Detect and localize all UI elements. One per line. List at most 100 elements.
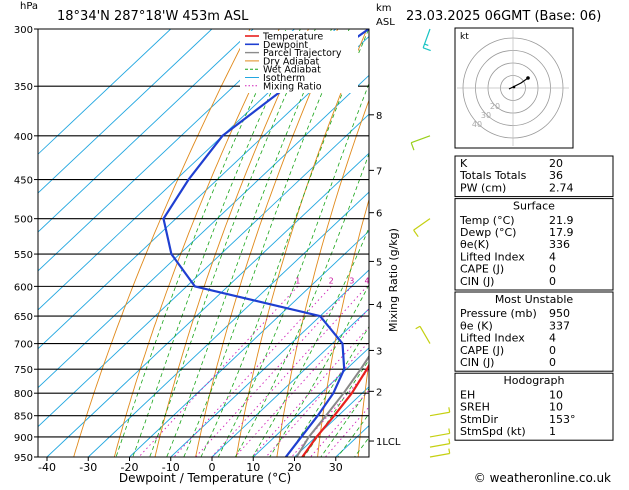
surface-block-row-label: Temp (°C): [459, 214, 515, 227]
surface-block-row-label: Lifted Index: [460, 250, 525, 263]
wind-barb-staff: [430, 444, 450, 447]
most-unstable-block-title: Most Unstable: [495, 293, 574, 306]
hodograph-block-row-label: StmSpd (kt): [460, 425, 526, 438]
hodograph-end-marker: [526, 76, 530, 80]
wind-barb-staff: [430, 412, 450, 415]
hodograph-block-row-value: 1: [549, 425, 556, 438]
wind-barb: [430, 439, 450, 447]
altitude-tick-label: 1LCL: [376, 437, 401, 448]
mixing-ratio-line: [178, 286, 351, 476]
mixing-ratio-label: 10: [413, 276, 423, 285]
surface-block-row-label: Dewp (°C): [460, 226, 516, 239]
copyright-credit: © weatheronline.co.uk: [474, 471, 611, 485]
mixing-ratio-label: 1: [295, 276, 300, 285]
surface-block-row-value: 0: [549, 275, 556, 288]
pressure-tick-label: 450: [14, 176, 33, 187]
mixing-ratio-axis-label: Mixing Ratio (g/kg): [387, 228, 400, 332]
indices-block-row-value: 2.74: [549, 181, 574, 194]
hodograph-block-row-label: EH: [460, 388, 475, 401]
pressure-tick-label: 800: [14, 389, 33, 400]
mixing-ratio-label: 15: [438, 276, 448, 285]
pressure-tick-label: 850: [14, 412, 33, 423]
wind-barb-staff: [430, 433, 450, 436]
pressure-tick-label: 300: [14, 25, 33, 36]
pressure-tick-label: 350: [14, 82, 33, 93]
wind-barb-flag: [449, 407, 450, 412]
wet-adiabat-line: [142, 29, 315, 476]
hodograph-kt-label: kt: [460, 32, 469, 42]
most-unstable-block-row-value: 0: [549, 344, 556, 357]
wet-adiabat-line: [109, 29, 286, 476]
x-axis-label: Dewpoint / Temperature (°C): [119, 471, 291, 485]
wind-barb-staff: [411, 136, 430, 143]
altitude-tick-label: 3: [376, 346, 382, 357]
wind-barbs: [411, 29, 449, 457]
altitude-tick-label: 4: [376, 300, 382, 311]
pressure-tick-label: 650: [14, 312, 33, 323]
hodograph-block-row-label: StmDir: [460, 413, 499, 426]
most-unstable-block-row-label: CAPE (J): [460, 344, 504, 357]
pressure-tick-label: 400: [14, 132, 33, 143]
indices-block-row-value: 20: [549, 157, 563, 170]
altitude-tick-label: 8: [376, 111, 382, 122]
dry-adiabat-line: [274, 29, 396, 476]
wind-barb-flag: [414, 230, 419, 237]
location-title: 18°34'N 287°18'W 453m ASL: [57, 9, 249, 24]
wind-barb: [416, 326, 430, 343]
most-unstable-block-row-value: 337: [549, 319, 570, 332]
pressure-tick-label: 900: [14, 433, 33, 444]
most-unstable-block-row-value: 0: [549, 356, 556, 369]
indices-block-row-label: PW (cm): [460, 181, 506, 194]
mixing-ratio-label: 8: [403, 276, 408, 285]
wind-barb-flag: [449, 439, 450, 444]
wind-barb-flag: [423, 48, 431, 51]
surface-block-row-label: CAPE (J): [460, 263, 504, 276]
wind-barb-flag: [416, 326, 420, 329]
hodograph-ring-label: 20: [490, 102, 500, 111]
wind-barb-staff: [414, 219, 430, 230]
surface-block-row-label: θe(K): [460, 238, 489, 251]
altitude-tick-label: 7: [376, 166, 382, 177]
hodograph-ring-label: 40: [472, 120, 482, 129]
wet-adiabat-line: [208, 29, 391, 476]
most-unstable-block-row-label: θe (K): [460, 319, 493, 332]
hodograph-block-row-value: 153°: [549, 413, 576, 426]
wind-barb: [430, 407, 450, 415]
indices-block-row-label: Totals Totals: [459, 169, 527, 182]
wind-barb-flag: [449, 429, 450, 434]
wind-barb-staff: [420, 326, 430, 343]
surface-block-row-value: 0: [549, 263, 556, 276]
hodograph-block-row-label: SREH: [460, 401, 490, 414]
wind-barb-staff: [430, 454, 450, 457]
datetime-title: 23.03.2025 06GMT (Base: 06): [406, 9, 601, 24]
wet-adiabat-line: [241, 29, 445, 476]
altitude-tick-label: 2: [376, 387, 382, 398]
hodograph-block-title: Hodograph: [504, 374, 565, 387]
surface-block-row-value: 17.9: [549, 226, 574, 239]
pressure-tick-label: 550: [14, 250, 33, 261]
altitude-tick-label: 6: [376, 209, 382, 220]
hodograph-block-row-value: 10: [549, 388, 563, 401]
surface-block-row-value: 336: [549, 238, 570, 251]
most-unstable-block-row-label: Pressure (mb): [460, 307, 537, 320]
mixing-ratio-label: 2: [329, 276, 334, 285]
dry-adiabat-line: [357, 29, 455, 476]
wind-barb: [423, 29, 431, 51]
temperature-tick-label: -40: [38, 461, 56, 474]
indices-block-row-label: K: [460, 157, 468, 170]
wind-barb: [414, 219, 430, 237]
pressure-tick-label: 950: [14, 453, 33, 464]
surface-block-row-value: 4: [549, 250, 556, 263]
wind-barb: [430, 429, 450, 437]
wind-barb: [430, 449, 450, 457]
surface-block-row-label: CIN (J): [460, 275, 494, 288]
wind-barb-flag: [425, 44, 429, 45]
surface-block-title: Surface: [513, 200, 555, 213]
km-label: km: [376, 3, 392, 14]
